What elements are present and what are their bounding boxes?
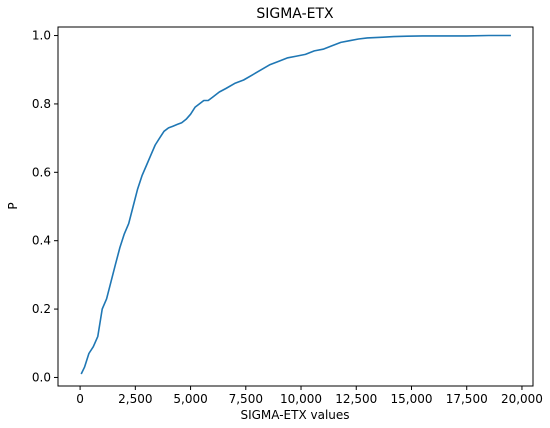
x-tick-label: 5,000 [173, 392, 207, 406]
y-tick-label: 1.0 [32, 29, 51, 43]
y-tick-label: 0.2 [32, 302, 51, 316]
y-tick-label: 0.8 [32, 97, 51, 111]
x-tick-label: 10,000 [280, 392, 322, 406]
y-tick-label: 0.4 [32, 234, 51, 248]
x-tick-label: 17,500 [446, 392, 488, 406]
y-axis-ticks: 0.0 0.2 0.4 0.6 0.8 1.0 [32, 29, 58, 384]
y-tick-label: 0.6 [32, 165, 51, 179]
y-tick-label: 0.0 [32, 370, 51, 384]
x-tick-label: 15,000 [390, 392, 432, 406]
chart-title: SIGMA-ETX [256, 6, 334, 22]
x-tick-label: 0 [76, 392, 84, 406]
plot-frame [57, 26, 534, 387]
series-line [80, 34, 511, 375]
y-axis-label: P [6, 202, 20, 209]
x-axis-label: SIGMA-ETX values [240, 408, 349, 422]
x-axis-ticks: 0 2,500 5,000 7,500 10,000 12,500 15,000 17,500… [76, 386, 543, 406]
x-tick-label: 20,000 [501, 392, 543, 406]
x-tick-label: 7,500 [229, 392, 263, 406]
x-tick-label: 12,500 [335, 392, 377, 406]
x-tick-label: 2,500 [118, 392, 152, 406]
